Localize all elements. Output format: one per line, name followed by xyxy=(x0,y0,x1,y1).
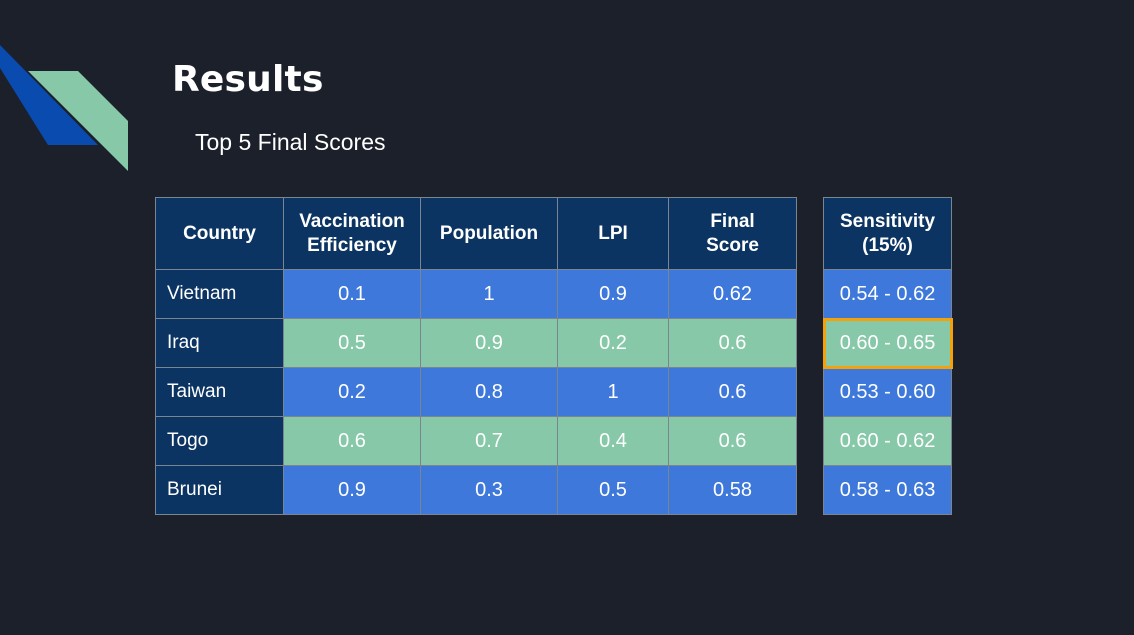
country-cell: Vietnam xyxy=(155,269,284,319)
sensitivity-cell: 0.54 - 0.62 xyxy=(823,269,952,319)
table-row: Taiwan 0.2 0.8 1 0.6 xyxy=(155,367,797,417)
lpi-cell: 1 xyxy=(557,367,669,417)
vaccination-efficiency-cell: 0.9 xyxy=(283,465,421,515)
decor-blue-stripe xyxy=(0,45,98,145)
sensitivity-row: 0.58 - 0.63 xyxy=(823,465,952,515)
header-final-score: Final Score xyxy=(668,197,797,270)
country-cell: Brunei xyxy=(155,465,284,515)
sensitivity-cell: 0.53 - 0.60 xyxy=(823,367,952,417)
vaccination-efficiency-cell: 0.2 xyxy=(283,367,421,417)
corner-decoration xyxy=(0,45,128,171)
header-vaccination-efficiency: Vaccination Efficiency xyxy=(283,197,421,270)
population-cell: 0.3 xyxy=(420,465,558,515)
vaccination-efficiency-cell: 0.6 xyxy=(283,416,421,466)
sensitivity-cell-highlighted: 0.60 - 0.65 xyxy=(822,317,953,369)
sensitivity-cell: 0.58 - 0.63 xyxy=(823,465,952,515)
country-cell: Taiwan xyxy=(155,367,284,417)
lpi-cell: 0.9 xyxy=(557,269,669,319)
country-cell: Togo xyxy=(155,416,284,466)
decor-green-stripe xyxy=(28,71,128,171)
header-sensitivity-label: Sensitivity (15%) xyxy=(839,210,936,256)
population-cell: 0.7 xyxy=(420,416,558,466)
slide-subtitle: Top 5 Final Scores xyxy=(195,129,386,155)
vaccination-efficiency-cell: 0.5 xyxy=(283,318,421,368)
population-cell: 1 xyxy=(420,269,558,319)
lpi-cell: 0.4 xyxy=(557,416,669,466)
sensitivity-header-row: Sensitivity (15%) xyxy=(823,197,952,270)
lpi-cell: 0.2 xyxy=(557,318,669,368)
country-cell: Iraq xyxy=(155,318,284,368)
header-final-score-label: Final Score xyxy=(706,210,759,256)
final-score-cell: 0.6 xyxy=(668,416,797,466)
sensitivity-cell: 0.60 - 0.62 xyxy=(823,416,952,466)
population-cell: 0.8 xyxy=(420,367,558,417)
table-row: Iraq 0.5 0.9 0.2 0.6 xyxy=(155,318,797,368)
header-country: Country xyxy=(155,197,284,270)
lpi-cell: 0.5 xyxy=(557,465,669,515)
sensitivity-row: 0.60 - 0.62 xyxy=(823,416,952,466)
header-sensitivity: Sensitivity (15%) xyxy=(823,197,952,270)
table-row: Togo 0.6 0.7 0.4 0.6 xyxy=(155,416,797,466)
sensitivity-row: 0.53 - 0.60 xyxy=(823,367,952,417)
table-row: Vietnam 0.1 1 0.9 0.62 xyxy=(155,269,797,319)
sensitivity-row: 0.60 - 0.65 xyxy=(822,317,953,369)
sensitivity-row: 0.54 - 0.62 xyxy=(823,269,952,319)
vaccination-efficiency-cell: 0.1 xyxy=(283,269,421,319)
slide-title: Results xyxy=(172,59,324,100)
sensitivity-table: Sensitivity (15%) 0.54 - 0.62 0.60 - 0.6… xyxy=(822,197,953,515)
final-score-cell: 0.58 xyxy=(668,465,797,515)
table-row: Brunei 0.9 0.3 0.5 0.58 xyxy=(155,465,797,515)
header-vaccination-efficiency-label: Vaccination Efficiency xyxy=(299,210,405,256)
header-population: Population xyxy=(420,197,558,270)
results-table: Country Vaccination Efficiency Populatio… xyxy=(155,197,797,515)
population-cell: 0.9 xyxy=(420,318,558,368)
final-score-cell: 0.62 xyxy=(668,269,797,319)
header-lpi: LPI xyxy=(557,197,669,270)
final-score-cell: 0.6 xyxy=(668,367,797,417)
final-score-cell: 0.6 xyxy=(668,318,797,368)
table-header-row: Country Vaccination Efficiency Populatio… xyxy=(155,197,797,270)
